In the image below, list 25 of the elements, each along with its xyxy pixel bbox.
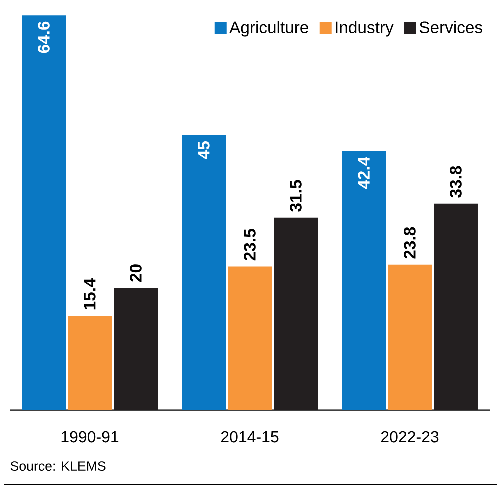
source-note: Source: KLEMS: [10, 462, 106, 472]
data-label: 15.4: [84, 278, 96, 310]
data-label: 64.6: [38, 22, 50, 54]
data-label: 42.4: [358, 156, 370, 190]
bar: [342, 151, 386, 410]
data-label: 23.5: [244, 229, 256, 261]
x-tick-label: 1990-91: [62, 431, 119, 443]
bar: [182, 135, 226, 410]
data-label: 45: [198, 141, 210, 160]
data-label: 23.8: [404, 227, 416, 259]
data-label: 20: [130, 264, 142, 282]
bar: [114, 288, 158, 410]
legend-label: Agriculture: [230, 21, 308, 37]
bar: [388, 264, 432, 410]
x-tick-label: 2022-23: [381, 431, 439, 443]
legend-label: Industry: [336, 21, 394, 37]
bar: [68, 316, 112, 410]
bar: [434, 204, 478, 410]
x-tick-label: 2014-15: [221, 431, 279, 443]
bar: [22, 16, 66, 410]
data-label: 33.8: [450, 166, 462, 198]
bar: [274, 218, 318, 410]
legend-label: Services: [420, 21, 482, 34]
bar: [228, 266, 272, 410]
data-label: 31.5: [290, 180, 302, 212]
